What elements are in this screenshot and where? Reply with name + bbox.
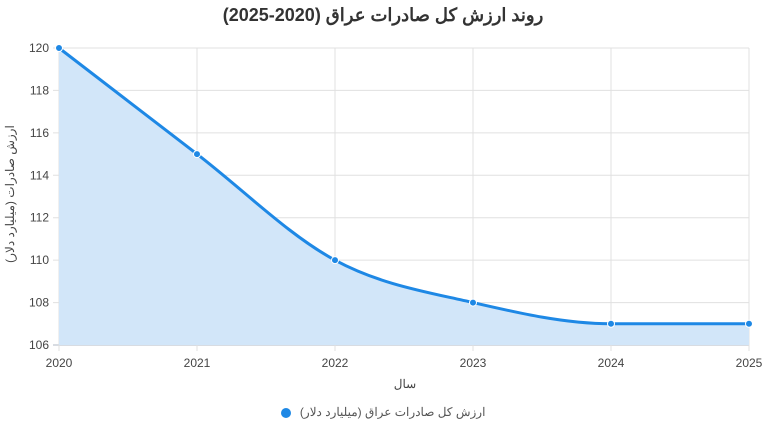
svg-text:116: 116 <box>30 126 49 140</box>
svg-text:118: 118 <box>30 83 49 97</box>
svg-text:2022: 2022 <box>322 356 349 370</box>
svg-text:2024: 2024 <box>598 356 625 370</box>
legend-marker-icon <box>280 407 291 418</box>
svg-text:106: 106 <box>29 338 49 352</box>
svg-text:2021: 2021 <box>184 356 211 370</box>
x-axis-label: سال <box>393 377 417 391</box>
svg-text:110: 110 <box>30 253 49 267</box>
legend-label: ارزش کل صادرات عراق (میلیارد دلار) <box>299 405 486 419</box>
legend[interactable]: ارزش کل صادرات عراق (میلیارد دلار) <box>0 405 766 419</box>
data-line <box>58 46 749 326</box>
svg-text:2023: 2023 <box>460 356 487 370</box>
x-axis-ticks: 2020 2021 2022 2023 2024 2025 <box>46 356 763 370</box>
svg-text:2020: 2020 <box>46 356 73 370</box>
y-axis-ticks: 106 108 110 112 114 116 118 120 <box>29 41 49 352</box>
svg-text:108: 108 <box>29 296 49 310</box>
svg-text:120: 120 <box>29 41 49 55</box>
chart-title: روند ارزش کل صادرات عراق (2020-2025) <box>222 5 544 25</box>
svg-text:112: 112 <box>30 211 49 225</box>
svg-text:114: 114 <box>30 168 49 182</box>
data-points <box>55 44 753 328</box>
svg-text:2025: 2025 <box>736 356 763 370</box>
y-axis-label: ارزش صادرات (میلیارد دلار) <box>3 125 17 263</box>
area-fill <box>59 48 749 345</box>
